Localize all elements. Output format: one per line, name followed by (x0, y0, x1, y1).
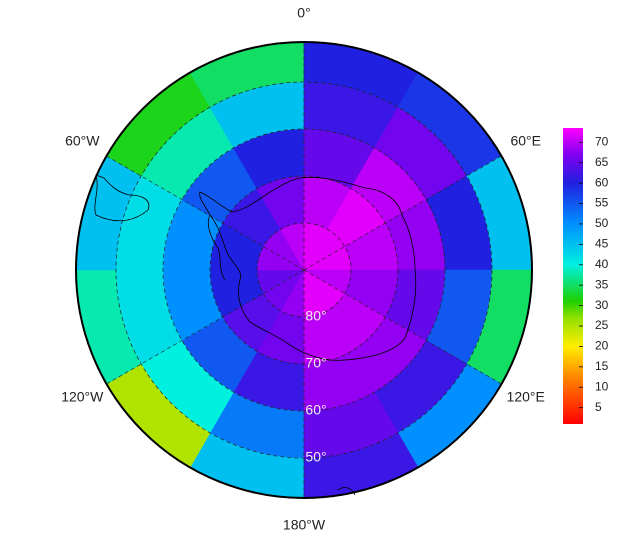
south-america-coast (94, 174, 150, 222)
lon-label: 120°W (61, 389, 104, 405)
lat-circle (115, 81, 493, 459)
lon-label: 0° (297, 5, 310, 21)
colorbar-ramp (563, 128, 583, 424)
lat-label: 80° (305, 308, 326, 324)
graticule (106, 42, 502, 498)
colorbar-label: 20 (595, 339, 609, 353)
labels: 80° 70° 60° 50° 0° 60°E 120°E 180°W 120°W 60°W (61, 5, 545, 533)
meridian (303, 269, 502, 385)
lon-label: 60°E (510, 133, 541, 149)
meridian (106, 269, 305, 385)
lat-label: 70° (305, 355, 326, 371)
meridian (106, 155, 305, 271)
meridian (303, 155, 502, 271)
lat-label: 50° (305, 449, 326, 465)
colorbar-label: 5 (595, 400, 602, 414)
colorbar-label: 25 (595, 318, 609, 332)
colorbar-label: 10 (595, 379, 609, 393)
map-frame (75, 41, 533, 499)
lat-circle (256, 222, 352, 318)
lon-label: 120°E (507, 389, 545, 405)
colorbar-label: 50 (595, 216, 609, 230)
colorbar-label: 15 (595, 359, 609, 373)
colorbar-label: 40 (595, 257, 609, 271)
colorbar-label: 55 (595, 196, 609, 210)
colorbar-label: 30 (595, 298, 609, 312)
colorbar-label: 60 (595, 175, 609, 189)
antarctica-coast (199, 176, 417, 361)
colorbar-label: 65 (595, 155, 609, 169)
colorbar-label: 35 (595, 277, 609, 291)
lon-label: 60°W (65, 133, 100, 149)
colorbar-label: 45 (595, 237, 609, 251)
data-field (75, 41, 533, 499)
colorbar-label: 70 (595, 134, 609, 148)
lat-circle (162, 128, 446, 412)
peninsula-coast (207, 214, 226, 281)
colorbar: 5 10 15 20 25 30 35 40 45 50 55 60 65 70 (563, 128, 609, 424)
lon-label: 180°W (283, 517, 326, 533)
lat-label: 60° (305, 402, 326, 418)
